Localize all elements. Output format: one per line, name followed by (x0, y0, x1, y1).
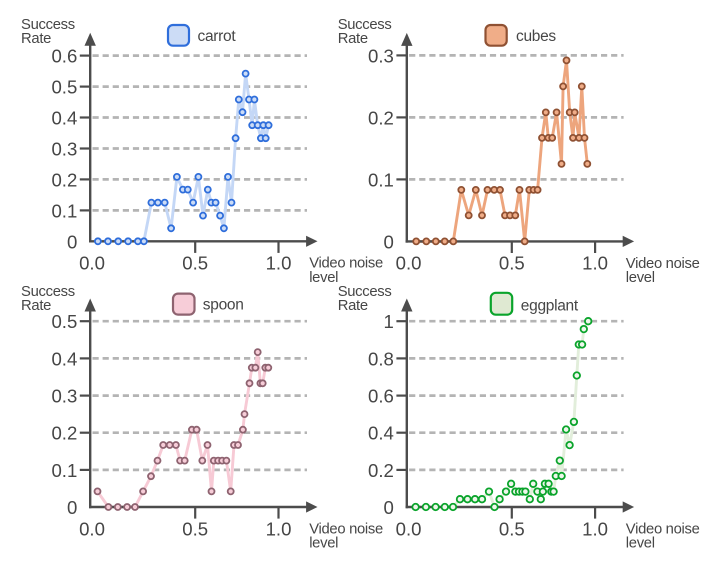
svg-text:0.5: 0.5 (51, 311, 77, 332)
svg-text:level: level (626, 270, 655, 286)
svg-text:0.3: 0.3 (51, 386, 77, 407)
svg-text:0.0: 0.0 (79, 253, 105, 274)
svg-text:0.5: 0.5 (182, 253, 208, 274)
svg-text:0.0: 0.0 (396, 253, 422, 274)
svg-text:Rate: Rate (21, 298, 51, 314)
svg-text:0.2: 0.2 (51, 169, 77, 190)
svg-text:0.5: 0.5 (499, 253, 525, 274)
svg-text:1: 1 (384, 311, 394, 332)
svg-text:0.1: 0.1 (51, 200, 77, 221)
svg-text:0.3: 0.3 (368, 45, 394, 66)
svg-text:spoon: spoon (203, 296, 244, 313)
svg-text:Success: Success (21, 17, 75, 33)
svg-text:0.4: 0.4 (51, 348, 77, 369)
svg-text:0.8: 0.8 (368, 348, 394, 369)
svg-text:eggplant: eggplant (521, 298, 579, 315)
svg-text:level: level (309, 536, 338, 552)
svg-text:Video noise: Video noise (309, 521, 383, 537)
svg-text:0.1: 0.1 (51, 460, 77, 481)
svg-text:Video noise: Video noise (626, 521, 700, 537)
svg-text:1.0: 1.0 (582, 518, 608, 539)
svg-text:0: 0 (384, 497, 394, 518)
svg-text:level: level (309, 270, 338, 286)
svg-text:0.2: 0.2 (368, 107, 394, 128)
svg-text:0.6: 0.6 (51, 46, 77, 67)
svg-text:Video noise: Video noise (309, 256, 383, 272)
svg-text:0.5: 0.5 (182, 518, 208, 539)
svg-text:0.5: 0.5 (499, 518, 525, 539)
svg-text:1.0: 1.0 (582, 253, 608, 274)
svg-text:Rate: Rate (21, 31, 51, 47)
svg-text:0.4: 0.4 (368, 423, 394, 444)
svg-text:Video noise: Video noise (626, 256, 700, 272)
svg-text:0: 0 (67, 497, 77, 518)
svg-text:Success: Success (338, 17, 392, 33)
svg-text:0.3: 0.3 (51, 139, 77, 160)
svg-text:Rate: Rate (338, 31, 368, 47)
svg-text:Success: Success (21, 284, 75, 300)
svg-text:Rate: Rate (338, 298, 368, 314)
svg-text:0.2: 0.2 (368, 460, 394, 481)
svg-text:1.0: 1.0 (266, 518, 292, 539)
svg-text:0.1: 0.1 (368, 169, 394, 190)
svg-text:1.0: 1.0 (266, 253, 292, 274)
svg-text:level: level (626, 536, 655, 552)
svg-text:0: 0 (384, 231, 394, 252)
svg-text:0.6: 0.6 (368, 386, 394, 407)
svg-text:carrot: carrot (198, 28, 237, 45)
svg-text:0.5: 0.5 (51, 77, 77, 98)
svg-text:0: 0 (67, 231, 77, 252)
svg-text:0.2: 0.2 (51, 423, 77, 444)
svg-text:cubes: cubes (516, 28, 556, 45)
svg-text:0.0: 0.0 (396, 518, 422, 539)
svg-text:0.0: 0.0 (79, 518, 105, 539)
svg-text:0.4: 0.4 (51, 108, 77, 129)
svg-text:Success: Success (338, 284, 392, 300)
